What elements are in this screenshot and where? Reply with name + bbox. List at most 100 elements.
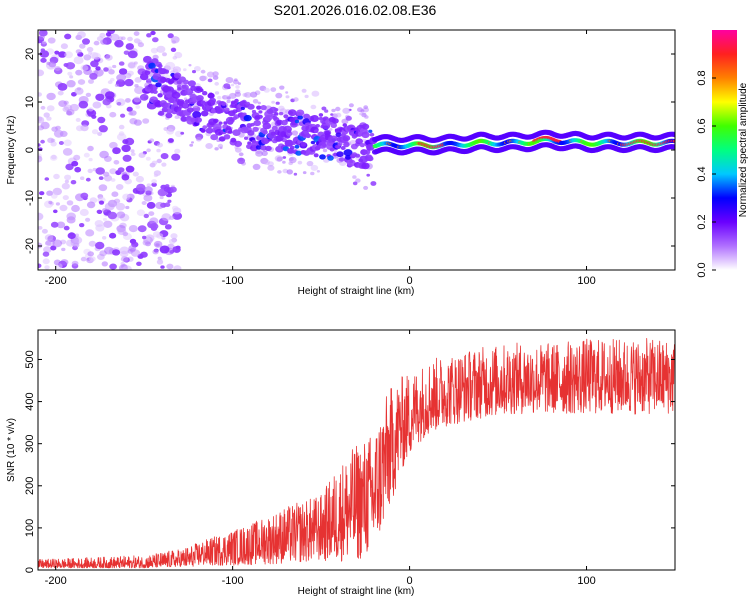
spectrogram-cell [96,36,104,42]
spectrogram-cell [147,77,152,82]
spectrogram-cell [110,33,120,41]
spectrogram-cell [167,33,174,39]
spectrogram-cell [149,217,159,225]
spectrogram-cell [95,241,105,250]
spectrogram-cell [256,105,262,110]
spectrogram-cell [110,77,115,82]
spectrogram-cell [206,71,215,78]
spectrogram-cell [75,49,82,54]
colorbar-gradient [712,30,737,270]
spectrogram-cell [150,223,159,230]
spectrogram-cell [65,163,74,171]
spectrogram-cell [157,142,163,148]
spectrogram-cell [42,251,50,257]
spectrogram-cell [230,137,237,143]
spectrogram-cell [214,91,220,95]
spectrogram-cell [54,66,61,71]
spectrogram-cell [217,95,222,100]
spectrogram-cell [53,173,60,180]
spectrogram-cell [271,100,275,104]
spectrogram-cell [96,209,102,214]
spectrogram-cell [205,127,214,134]
spectrogram-cell [183,68,187,72]
spectrogram-cell [42,258,50,265]
spectrogram-cell [270,87,277,92]
spectrogram-cell [285,91,289,94]
spectrogram-cell [80,256,87,262]
spectrogram-cell [98,176,104,181]
spectrogram-cell [277,170,282,174]
spectrogram-cell [163,69,170,74]
spectrogram-cell [150,47,158,54]
spectrogram-cell [316,170,320,173]
spectrogram-cell [85,177,91,182]
spectrogram-cell [336,145,341,149]
spectrogram-cell [169,186,177,193]
spectrogram-cell [194,117,202,123]
spectrogram-cell [279,85,285,90]
spectrogram-cell [87,145,94,152]
snr-x-label: Height of straight line (km) [298,586,415,597]
spectrogram-cell [133,96,141,103]
spectrogram-cell [125,205,130,210]
spectrogram-cell [261,150,268,156]
spectrogram-cell [157,93,163,98]
spectrogram-cell [247,141,252,145]
spectrogram-cell [133,31,140,36]
spectrogram-cell [223,83,231,89]
spectrogram-cell [252,163,261,170]
spectrogram-cell [348,103,354,108]
spectrogram-cell [302,171,307,175]
spectrogram-cell [44,265,50,270]
spectrogram-cell [233,78,238,82]
spectrogram-cell [196,95,204,102]
spectrogram-cell [88,256,96,262]
spectrogram-cell [114,83,119,88]
spectrogram-cell [38,69,45,77]
spectrogram-cell [67,71,73,76]
spectrogram-cell [48,61,57,68]
spectrogram-cell [38,116,45,124]
spectrogram-cell [61,247,66,252]
spectrogram-cell [352,181,358,186]
spectrogram-cell [107,211,118,220]
spectrogram-cell [297,115,304,120]
spectrogram-cell [237,157,246,164]
spectrogram-cell [263,159,270,165]
spectrogram-cell [113,198,121,204]
spectrogram-cell [165,61,176,70]
y-tick-label: 0 [24,147,36,153]
spectrogram-cell [257,101,261,105]
spectrogram-cell [117,167,125,173]
spectrogram-cell [41,40,47,45]
spectrogram-cell [109,141,118,149]
spectrogram-cell [367,156,374,162]
snr-y-label: SNR (10 * v/v) [6,418,17,482]
spectrogram-cell [165,86,175,94]
spectrogram-cell [93,40,100,46]
spectrogram-cell [109,263,117,270]
spectrogram-cell [40,105,46,110]
spectrogram-cell [105,32,112,37]
spectrogram-cell [194,66,201,72]
spectrogram-cell [152,37,159,43]
spectrogram-cell [74,87,84,95]
spectrogram-cell [218,121,223,125]
spectrogram-cell [156,148,161,153]
spectrogram-cell [293,97,299,102]
spectrogram-cell [285,95,290,99]
spectrogram-cell [318,113,324,117]
spectrogram-cell [62,195,69,201]
colorbar-tick-label: 0.0 [696,262,708,277]
spectrogram-cell [43,112,50,118]
spectrogram-cell [60,43,68,50]
spectrogram-cell [212,75,219,80]
spectrogram-cell [74,233,79,237]
spectrogram-cell [97,132,103,136]
spectrogram-cell [337,141,343,147]
spectrogram-cell [71,160,79,167]
spectrogram-cell [49,154,58,161]
colorbar-ticks: 0.0 0.2 0.4 0.6 0.8 [696,70,716,278]
spectrogram-cell [360,109,365,113]
spectrogram-cell [297,160,303,165]
